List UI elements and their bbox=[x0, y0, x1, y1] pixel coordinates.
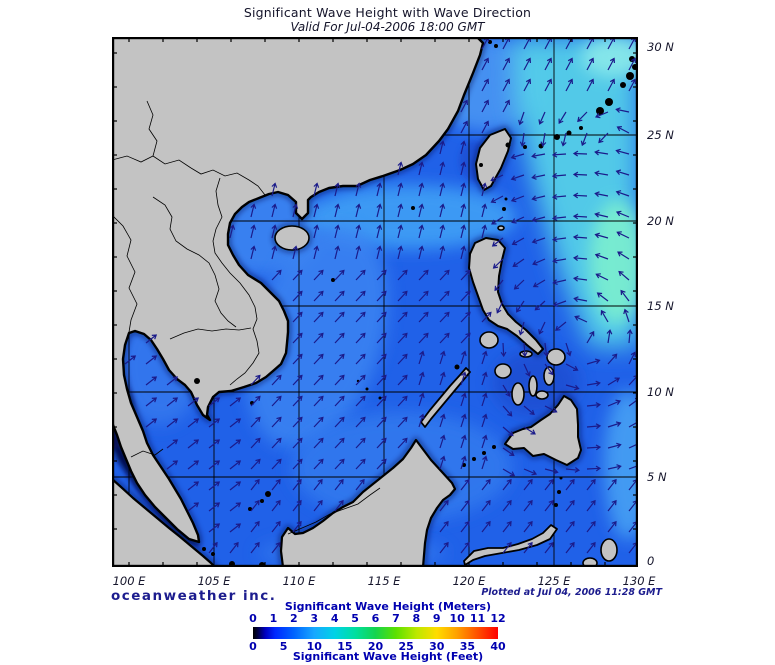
map-layers bbox=[112, 37, 638, 567]
legend-feet-tick: 10 bbox=[306, 640, 322, 653]
legend-meters-tick: 10 bbox=[449, 612, 465, 625]
wave-map-canvas bbox=[112, 37, 638, 567]
x-axis-label: 115 E bbox=[367, 574, 401, 588]
legend-meters-tick: 3 bbox=[310, 612, 319, 625]
y-axis-label: 0 bbox=[647, 554, 655, 568]
legend-caption-meters: Significant Wave Height (Meters) bbox=[284, 600, 492, 613]
y-axis-label: 20 N bbox=[647, 214, 674, 228]
legend-meters-tick: 0 bbox=[249, 612, 257, 625]
legend-feet-tick: 20 bbox=[367, 640, 384, 653]
legend-meters-ticks: 0 1 2 3 4 5 6 7 8 9 10 11 12 bbox=[249, 612, 505, 625]
landmass-asia-mainland bbox=[112, 37, 485, 544]
legend-feet-tick: 40 bbox=[490, 640, 506, 653]
legend-meters-tick: 11 bbox=[469, 612, 486, 625]
x-axis-label: 100 E bbox=[112, 574, 146, 588]
wave-map-plot bbox=[112, 37, 638, 567]
y-axis-label: 5 N bbox=[647, 470, 667, 484]
legend-feet-tick: 15 bbox=[337, 640, 353, 653]
legend-meters-tick: 1 bbox=[269, 612, 278, 625]
landmass-sumatra bbox=[112, 477, 217, 567]
valid-time-subtitle: Valid For Jul-04-2006 18:00 GMT bbox=[290, 20, 485, 34]
y-axis-label: 10 N bbox=[647, 385, 674, 399]
legend-meters-tick: 9 bbox=[432, 612, 441, 625]
legend-caption-feet: Significant Wave Height (Feet) bbox=[292, 650, 484, 663]
legend-meters-tick: 7 bbox=[392, 612, 400, 625]
x-axis-label: 120 E bbox=[452, 574, 486, 588]
landmass-borneo bbox=[279, 438, 457, 567]
legend-feet-ticks: 0 5 10 15 20 25 30 35 40 bbox=[249, 640, 505, 653]
y-axis-label: 30 N bbox=[647, 40, 674, 54]
landmass-palawan bbox=[420, 367, 471, 428]
page-title: Significant Wave Height with Wave Direct… bbox=[243, 5, 532, 20]
legend-meters-tick: 8 bbox=[412, 612, 421, 625]
legend-meters-tick: 5 bbox=[351, 612, 359, 625]
legend-feet-tick: 0 bbox=[249, 640, 257, 653]
legend-meters-tick: 6 bbox=[371, 612, 380, 625]
y-axis-label: 25 N bbox=[647, 128, 674, 142]
legend-meters-tick: 2 bbox=[290, 612, 298, 625]
landmass-mindanao bbox=[504, 395, 582, 466]
x-axis-label: 105 E bbox=[197, 574, 231, 588]
legend-meters-tick: 12 bbox=[490, 612, 506, 625]
legend-colorbar bbox=[253, 627, 498, 639]
legend-feet-tick: 25 bbox=[398, 640, 414, 653]
legend-feet-tick: 5 bbox=[279, 640, 288, 653]
oceanweather-logo-text: oceanweather inc. bbox=[111, 588, 277, 604]
legend-feet-tick: 30 bbox=[429, 640, 445, 653]
legend-meters-tick: 4 bbox=[330, 612, 339, 625]
wave-direction-arrows bbox=[124, 37, 638, 554]
plotted-timestamp: Plotted at Jul 04, 2006 11:28 GMT bbox=[481, 587, 662, 598]
legend-feet-tick: 35 bbox=[459, 640, 476, 653]
x-axis-label: 125 E bbox=[537, 574, 571, 588]
landmass-sulawesi-arm bbox=[463, 524, 558, 566]
x-axis-label: 110 E bbox=[282, 574, 316, 588]
y-axis-label: 15 N bbox=[647, 299, 674, 313]
x-axis-label: 130 E bbox=[622, 574, 656, 588]
